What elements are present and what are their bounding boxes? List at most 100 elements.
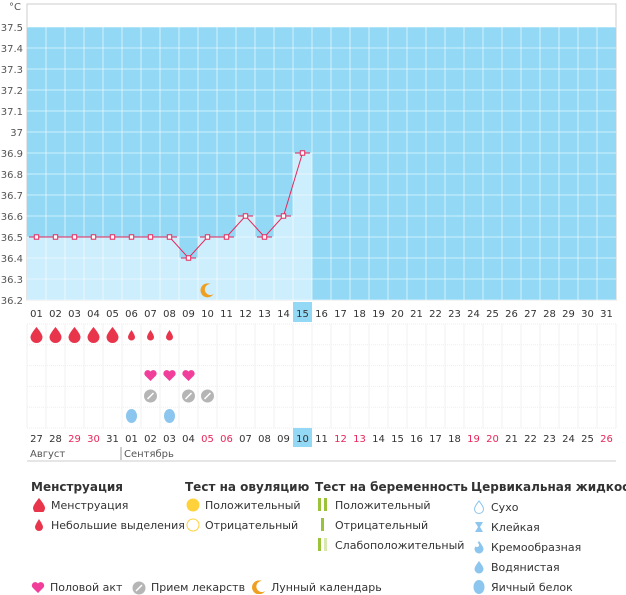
cycle-day-label: 02 xyxy=(49,309,62,320)
temperature-point xyxy=(204,234,211,240)
current-day-highlight xyxy=(293,302,312,322)
cycle-day-label: 17 xyxy=(334,309,347,320)
temperature-bar xyxy=(122,237,141,300)
spotting-drop-icon xyxy=(128,330,135,341)
cycle-day-label: 21 xyxy=(410,309,423,320)
calendar-date-label: 09 xyxy=(277,434,290,445)
calendar-date-label: 20 xyxy=(486,434,499,445)
month-label-august: Август xyxy=(30,449,65,460)
temperature-bar xyxy=(103,237,122,300)
temperature-point xyxy=(280,213,287,219)
temperature-point xyxy=(33,234,40,240)
temperature-bar xyxy=(141,237,160,300)
ovulation-positive-icon xyxy=(186,498,200,512)
temperature-point xyxy=(147,234,154,240)
watery-icon xyxy=(474,561,484,574)
creamy-icon xyxy=(474,541,484,554)
legend-preg-negative-label: Отрицательный xyxy=(335,519,429,532)
legend-spotting-label: Небольшие выделения xyxy=(51,519,185,532)
calendar-date-label: 21 xyxy=(505,434,518,445)
temperature-point xyxy=(109,234,116,240)
temperature-bar xyxy=(255,237,274,300)
cycle-day-label: 14 xyxy=(277,309,290,320)
legend-menstruation-title: Менструация xyxy=(31,480,123,494)
cycle-day-label: 07 xyxy=(144,309,157,320)
temperature-point xyxy=(223,234,230,240)
temperature-bar xyxy=(160,237,179,300)
calendar-date-label: 24 xyxy=(562,434,575,445)
y-tick-label: 36.7 xyxy=(1,191,23,202)
small-drop-icon xyxy=(35,519,43,531)
calendar-date-label: 30 xyxy=(87,434,100,445)
menstruation-drop-icon xyxy=(87,327,100,343)
calendar-date-label: 05 xyxy=(201,434,214,445)
dry-icon xyxy=(473,500,485,514)
spotting-drop-icon xyxy=(166,330,173,341)
moon-icon xyxy=(200,283,214,298)
cycle-day-label: 31 xyxy=(600,309,613,320)
calendar-date-label: 07 xyxy=(239,434,252,445)
temperature-bar xyxy=(217,237,236,300)
temperature-point xyxy=(71,234,78,240)
cycle-day-label: 03 xyxy=(68,309,81,320)
temperature-bar xyxy=(293,153,312,300)
current-date-highlight xyxy=(293,428,312,447)
calendar-date-label: 01 xyxy=(125,434,138,445)
cycle-day-label: 16 xyxy=(315,309,328,320)
y-tick-label: 36.5 xyxy=(1,233,23,244)
sticky-icon xyxy=(475,522,483,532)
calendar-date-label: 10 xyxy=(296,434,309,445)
pill-stripe xyxy=(184,392,193,400)
heart-icon xyxy=(163,370,176,381)
y-tick-label: 36.8 xyxy=(1,170,23,181)
cycle-day-label: 11 xyxy=(220,309,233,320)
cycle-day-label: 28 xyxy=(543,309,556,320)
y-tick-label: 36.3 xyxy=(1,275,23,286)
eggwhite-icon xyxy=(126,409,137,423)
y-tick-label: 37.3 xyxy=(1,65,23,76)
pill-stripe xyxy=(203,392,212,400)
legend-preg-weak-label: Слабоположительный xyxy=(335,539,465,552)
legend-ovulation-title: Тест на овуляцию xyxy=(185,480,310,494)
y-tick-label: 36.6 xyxy=(1,212,23,223)
calendar-date-label: 06 xyxy=(220,434,233,445)
eggwhite-icon xyxy=(473,580,485,594)
legend-ov-positive-label: Положительный xyxy=(205,499,301,512)
y-tick-label: 37 xyxy=(10,128,23,139)
legend-pregnancy-title: Тест на беременность xyxy=(315,480,468,494)
calendar-date-label: 14 xyxy=(372,434,385,445)
cycle-day-label: 06 xyxy=(125,309,138,320)
month-label-september: Сентябрь xyxy=(124,449,174,460)
legend-preg-positive-label: Положительный xyxy=(335,499,431,512)
legend: Менструация Менструация Небольшие выделе… xyxy=(0,470,626,595)
calendar-date-label: 23 xyxy=(543,434,556,445)
y-tick-label: 36.2 xyxy=(1,296,23,307)
temperature-point xyxy=(166,234,173,240)
legend-ov-negative-label: Отрицательный xyxy=(205,519,299,532)
temperature-bar xyxy=(198,237,217,300)
calendar-date-label: 26 xyxy=(600,434,613,445)
cycle-day-label: 15 xyxy=(296,309,309,320)
cycle-day-label: 22 xyxy=(429,309,442,320)
temperature-point xyxy=(242,213,249,219)
cycle-day-label: 27 xyxy=(524,309,537,320)
heart-icon xyxy=(182,370,195,381)
calendar-date-label: 04 xyxy=(182,434,195,445)
temperature-point xyxy=(90,234,97,240)
cycle-day-label: 24 xyxy=(467,309,480,320)
legend-watery-label: Водянистая xyxy=(491,561,560,574)
temperature-point xyxy=(128,234,135,240)
temperature-bar xyxy=(84,237,103,300)
cycle-day-label: 01 xyxy=(30,309,43,320)
cycle-day-label: 04 xyxy=(87,309,100,320)
menstruation-drop-icon xyxy=(106,327,119,343)
cycle-day-label: 29 xyxy=(562,309,575,320)
ovulation-negative-icon xyxy=(186,518,200,532)
y-tick-label: 37.1 xyxy=(1,107,23,118)
cycle-day-label: 20 xyxy=(391,309,404,320)
legend-sticky-label: Клейкая xyxy=(491,521,540,534)
eggwhite-icon xyxy=(164,409,175,423)
menstruation-drop-icon xyxy=(68,327,81,343)
calendar-date-label: 25 xyxy=(581,434,594,445)
temperature-bar xyxy=(46,237,65,300)
